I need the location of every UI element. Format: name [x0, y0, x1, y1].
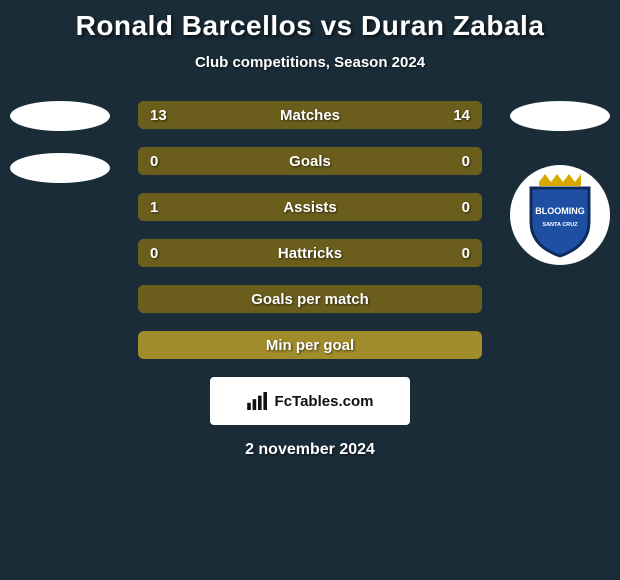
- date-text: 2 november 2024: [0, 441, 620, 459]
- stat-bar: 1 0 Assists: [138, 193, 482, 221]
- bar-value-right: 0: [462, 153, 470, 170]
- credit-box: FcTables.com: [210, 377, 410, 425]
- bar-label: Goals: [289, 153, 331, 170]
- left-player-badges: [10, 101, 110, 205]
- bar-value-left: 0: [150, 153, 158, 170]
- page-title: Ronald Barcellos vs Duran Zabala: [0, 0, 620, 42]
- bar-label: Assists: [283, 199, 336, 216]
- left-player-ellipse-2: [10, 153, 110, 183]
- bar-value-left: 1: [150, 199, 158, 216]
- bar-value-left: 0: [150, 245, 158, 262]
- credit-text: FcTables.com: [275, 393, 374, 410]
- right-player-ellipse: [510, 101, 610, 131]
- crest-subtext: SANTA CRUZ: [542, 222, 578, 228]
- chart-icon: [247, 392, 269, 410]
- comparison-bars: 13 14 Matches 0 0 Goals 1 0 Assists 0 0 Hattricks Go…: [138, 101, 482, 359]
- comparison-content: BLOOMING SANTA CRUZ 13 14 Matches 0 0 Goals 1 0…: [0, 101, 620, 459]
- crest-icon: BLOOMING SANTA CRUZ: [521, 172, 599, 258]
- bar-value-right: 14: [453, 107, 470, 124]
- bar-fill-left: [138, 147, 310, 175]
- bar-fill-right: [310, 147, 482, 175]
- stat-bar: Goals per match: [138, 285, 482, 313]
- bar-label: Matches: [280, 107, 340, 124]
- bar-value-left: 13: [150, 107, 167, 124]
- stat-bar: 0 0 Hattricks: [138, 239, 482, 267]
- right-player-badges: BLOOMING SANTA CRUZ: [510, 101, 610, 265]
- stat-bar: 0 0 Goals: [138, 147, 482, 175]
- bar-value-right: 0: [462, 199, 470, 216]
- crest-text: BLOOMING: [535, 206, 585, 216]
- right-club-crest: BLOOMING SANTA CRUZ: [510, 165, 610, 265]
- left-player-ellipse-1: [10, 101, 110, 131]
- stat-bar: 13 14 Matches: [138, 101, 482, 129]
- page-subtitle: Club competitions, Season 2024: [0, 54, 620, 71]
- bar-value-right: 0: [462, 245, 470, 262]
- bar-label: Goals per match: [251, 291, 369, 308]
- bar-label: Hattricks: [278, 245, 342, 262]
- bar-label: Min per goal: [266, 337, 354, 354]
- stat-bar: Min per goal: [138, 331, 482, 359]
